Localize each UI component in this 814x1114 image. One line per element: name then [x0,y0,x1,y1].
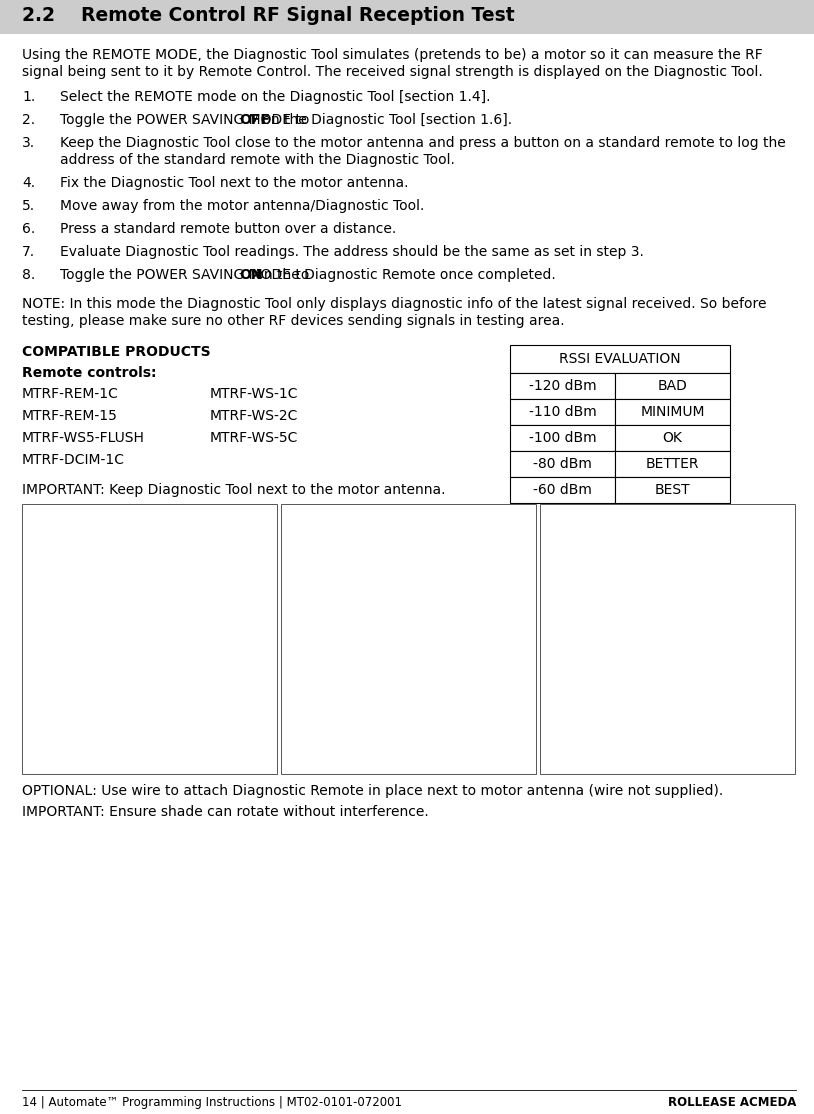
Text: NOTE: In this mode the Diagnostic Tool only displays diagnostic info of the late: NOTE: In this mode the Diagnostic Tool o… [22,297,767,311]
Text: MTRF-REM-15: MTRF-REM-15 [22,409,118,423]
Bar [615,373,730,399]
Text: BAD: BAD [658,379,688,393]
Text: Keep the Diagnostic Tool close to the motor antenna and press a button on a stan: Keep the Diagnostic Tool close to the mo… [60,136,786,150]
Bar [0,0,814,35]
Bar [615,477,730,504]
Text: 7.: 7. [22,245,35,258]
Text: Fix the Diagnostic Tool next to the motor antenna.: Fix the Diagnostic Tool next to the moto… [60,176,409,190]
Bar [510,373,615,399]
Text: OK: OK [663,431,682,444]
Text: COMPATIBLE PRODUCTS: COMPATIBLE PRODUCTS [22,345,211,359]
Text: Move away from the motor antenna/Diagnostic Tool.: Move away from the motor antenna/Diagnos… [60,199,424,213]
Text: MINIMUM: MINIMUM [641,405,705,419]
Text: MTRF-WS-2C: MTRF-WS-2C [210,409,299,423]
Text: 14 | Automate™ Programming Instructions | MT02-0101-072001: 14 | Automate™ Programming Instructions … [22,1096,402,1110]
Bar [510,451,615,477]
Text: MTRF-WS5-FLUSH: MTRF-WS5-FLUSH [22,431,145,444]
Text: signal being sent to it by Remote Control. The received signal strength is displ: signal being sent to it by Remote Contro… [22,65,763,79]
Text: 4.: 4. [22,176,35,190]
Text: MTRF-DCIM-1C: MTRF-DCIM-1C [22,453,125,467]
Text: BEST: BEST [654,483,690,497]
Text: on the Diagnostic Tool [section 1.6].: on the Diagnostic Tool [section 1.6]. [257,113,512,127]
Text: IMPORTANT: Ensure shade can rotate without interference.: IMPORTANT: Ensure shade can rotate witho… [22,805,429,819]
Text: Toggle the POWER SAVING MODE to: Toggle the POWER SAVING MODE to [60,113,313,127]
Bar [510,399,615,426]
Text: Toggle the POWER SAVING MODE to: Toggle the POWER SAVING MODE to [60,268,313,282]
Text: -120 dBm: -120 dBm [528,379,597,393]
Bar [540,504,795,774]
Text: 2.2    Remote Control RF Signal Reception Test: 2.2 Remote Control RF Signal Reception T… [22,6,514,25]
Text: RSSI EVALUATION: RSSI EVALUATION [559,352,681,367]
Bar [22,504,277,774]
Text: MTRF-WS-5C: MTRF-WS-5C [210,431,299,444]
Bar [281,504,536,774]
Text: Press a standard remote button over a distance.: Press a standard remote button over a di… [60,222,396,236]
Text: -110 dBm: -110 dBm [528,405,597,419]
Text: IMPORTANT: Keep Diagnostic Tool next to the motor antenna.: IMPORTANT: Keep Diagnostic Tool next to … [22,483,445,497]
Text: MTRF-WS-1C: MTRF-WS-1C [210,387,299,401]
Text: 2.: 2. [22,113,35,127]
Text: Select the REMOTE mode on the Diagnostic Tool [section 1.4].: Select the REMOTE mode on the Diagnostic… [60,90,491,104]
Text: -60 dBm: -60 dBm [533,483,592,497]
Text: OFF: OFF [239,113,270,127]
Text: Using the REMOTE MODE, the Diagnostic Tool simulates (pretends to be) a motor so: Using the REMOTE MODE, the Diagnostic To… [22,48,763,62]
Text: ROLLEASE ACMEDA: ROLLEASE ACMEDA [667,1096,796,1110]
Bar [615,399,730,426]
Text: on the Diagnostic Remote once completed.: on the Diagnostic Remote once completed. [252,268,556,282]
Text: BETTER: BETTER [646,457,699,471]
Text: MTRF-REM-1C: MTRF-REM-1C [22,387,119,401]
Text: Evaluate Diagnostic Tool readings. The address should be the same as set in step: Evaluate Diagnostic Tool readings. The a… [60,245,644,258]
Bar [510,426,615,451]
Bar [510,345,730,373]
Text: Remote controls:: Remote controls: [22,367,156,380]
Text: 6.: 6. [22,222,35,236]
Text: testing, please make sure no other RF devices sending signals in testing area.: testing, please make sure no other RF de… [22,314,565,328]
Text: OPTIONAL: Use wire to attach Diagnostic Remote in place next to motor antenna (w: OPTIONAL: Use wire to attach Diagnostic … [22,784,724,798]
Bar [615,451,730,477]
Text: 8.: 8. [22,268,35,282]
Text: 1.: 1. [22,90,35,104]
Text: -100 dBm: -100 dBm [528,431,597,444]
Text: 3.: 3. [22,136,35,150]
Text: -80 dBm: -80 dBm [533,457,592,471]
Text: ON: ON [239,268,263,282]
Text: address of the standard remote with the Diagnostic Tool.: address of the standard remote with the … [60,153,455,167]
Bar [615,426,730,451]
Text: 5.: 5. [22,199,35,213]
Bar [510,477,615,504]
